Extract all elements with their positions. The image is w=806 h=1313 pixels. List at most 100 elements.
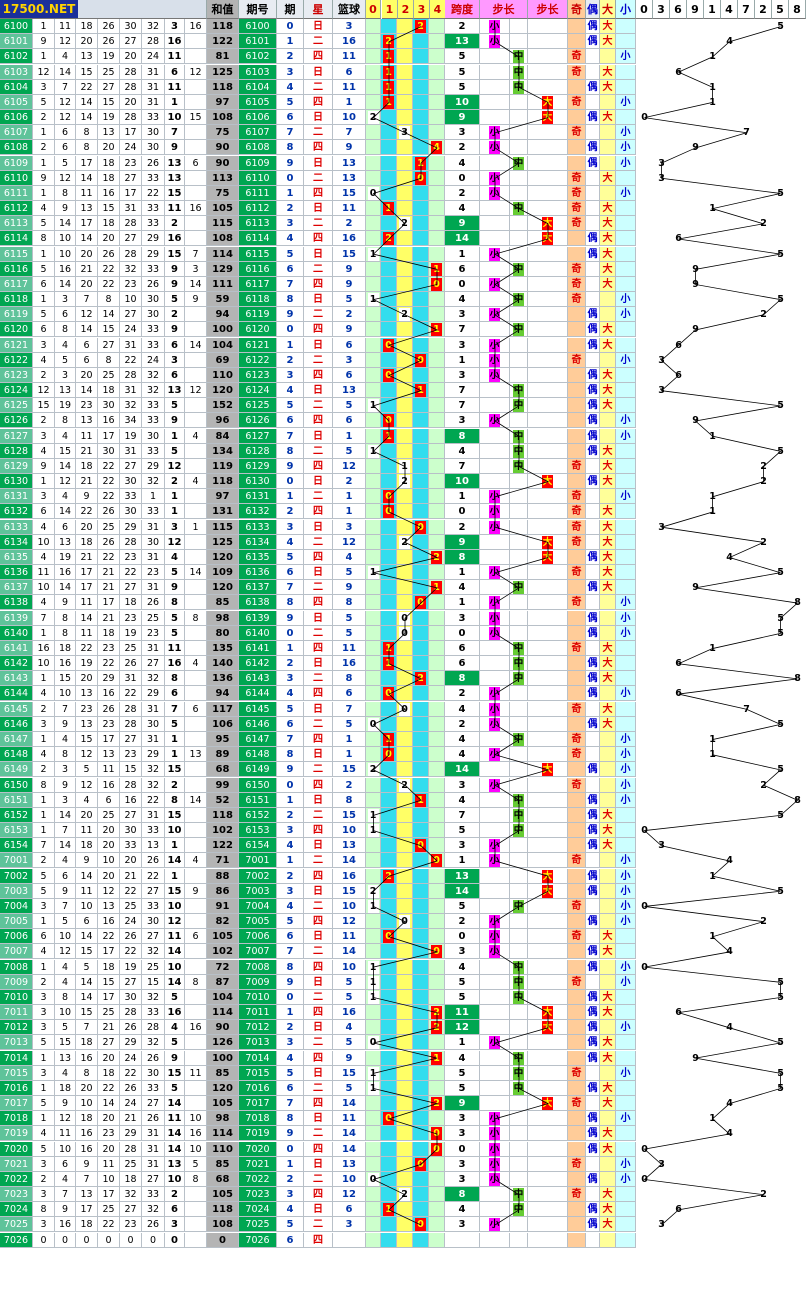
digit-col-1: [381, 216, 397, 232]
small-mark: [616, 246, 636, 262]
odd-mark: 奇: [568, 853, 586, 869]
step-col-0: [480, 974, 510, 990]
red-ball: 3: [55, 292, 76, 308]
digit-col-3: 2: [413, 671, 429, 687]
blue-ball-value: 14: [333, 853, 366, 869]
seq-cell: [687, 884, 704, 899]
digit-col-3: [413, 231, 429, 247]
digit-mark: 0: [367, 186, 379, 200]
seq-value: 9: [692, 263, 699, 275]
big-mark: 大: [600, 337, 616, 353]
weekday: 二: [304, 898, 333, 914]
red-ball: 1: [33, 49, 55, 65]
table-row: 6141 16 18 22 23 25 31 11 135 6141 1 四 11 1 6 中奇大 1: [0, 640, 806, 656]
red-ball: 18: [76, 838, 98, 854]
step-col-0: [480, 94, 510, 110]
red-ball: 29: [142, 246, 165, 262]
red-ball: 2: [33, 367, 55, 383]
seq-cell: [670, 1096, 687, 1111]
blue-ball-value: 5: [333, 625, 366, 641]
step-col-0: [480, 261, 510, 277]
table-row: 7017 5 9 10 14 24 27 14 105 7017 7 四 14 2 9 大奇大 4: [0, 1096, 806, 1112]
step-col-0: 小: [480, 595, 510, 611]
digit-col-4: 1: [429, 1050, 445, 1066]
digit-col-2: [397, 1156, 413, 1172]
seq-cell: [772, 778, 789, 793]
digit-col-0: 0: [366, 716, 381, 732]
red-ball: 25: [98, 64, 120, 80]
seq-cell: [772, 823, 789, 838]
digit-col-3: [413, 307, 429, 323]
weekday: 四: [304, 959, 333, 975]
issue-number: 7010: [239, 989, 277, 1005]
digit-mark: 1: [431, 581, 442, 595]
digit-col-0: [366, 1050, 381, 1066]
site-logo[interactable]: 17500.NET: [0, 0, 78, 18]
small-mark: 小: [616, 792, 636, 808]
digit-col-2: [397, 944, 413, 960]
odd-mark: [568, 322, 586, 338]
seq-cell: [755, 595, 772, 610]
red-ball: 15: [33, 398, 55, 414]
digit-col-2: [397, 929, 413, 945]
blue-ball-a: 10: [165, 959, 185, 975]
span-value: 8: [445, 428, 480, 444]
seq-cell: [704, 1187, 721, 1202]
blue-ball-value: 12: [333, 534, 366, 550]
red-ball: 10: [55, 246, 76, 262]
red-ball: 13: [76, 716, 98, 732]
red-ball: 32: [142, 762, 165, 778]
issue-id: 6125: [0, 398, 33, 414]
blue-ball-a: 2: [165, 474, 185, 490]
seq-cell: [755, 671, 772, 686]
seq-cell: [687, 595, 704, 610]
red-ball: 29: [142, 458, 165, 474]
red-ball: 20: [76, 367, 98, 383]
seq-cell: [755, 171, 772, 186]
digit-col-3: [413, 34, 429, 50]
seq-cell: [721, 838, 738, 853]
red-ball: 3: [33, 428, 55, 444]
issue-number: 6131: [239, 489, 277, 505]
span-value: 3: [445, 1111, 480, 1127]
seq-cell: [636, 853, 653, 868]
digit-col-0: [366, 671, 381, 687]
step-col-1: 中: [510, 640, 528, 656]
seq-cell: [789, 338, 806, 353]
seq-cell: [636, 95, 653, 110]
seq-cell: [738, 65, 755, 80]
blue-ball-a: 8: [165, 595, 185, 611]
weekday: 四: [304, 549, 333, 565]
seq-cell: [687, 156, 704, 171]
issue-number: 7002: [239, 868, 277, 884]
sum-value: 94: [207, 686, 239, 702]
seq-cell: [772, 520, 789, 535]
sum-value: 129: [207, 261, 239, 277]
digit-col-3: [413, 580, 429, 596]
seq-cell: [738, 489, 755, 504]
blue-ball-a: 11: [165, 1111, 185, 1127]
seq-cell: [704, 368, 721, 383]
small-mark: [616, 1232, 636, 1248]
weekday: 日: [304, 19, 333, 34]
digit-col-0: [366, 914, 381, 930]
seq-cell: [772, 1217, 789, 1232]
seq-value: 3: [658, 172, 665, 184]
seq-cell: [670, 474, 687, 489]
red-ball: 27: [98, 337, 120, 353]
red-ball: 18: [98, 155, 120, 171]
seq-value: 0: [641, 900, 648, 912]
seq-cell: [755, 292, 772, 307]
header-digit-3: 3: [414, 0, 430, 19]
seq-cell: [653, 762, 670, 777]
sum-value: 115: [207, 519, 239, 535]
weekday: 二: [304, 671, 333, 687]
digit-col-1: [381, 1217, 397, 1233]
digit-col-0: [366, 489, 381, 505]
digit-col-3: [413, 853, 429, 869]
red-ball: 16: [76, 1141, 98, 1157]
seq-value: 5: [777, 809, 784, 821]
table-row: 6121 3 4 6 27 31 33 6 14 104 6121 1 日 6 0 3 小偶大 6: [0, 337, 806, 353]
odd-mark: [568, 140, 586, 156]
digit-mark: 1: [383, 657, 394, 671]
